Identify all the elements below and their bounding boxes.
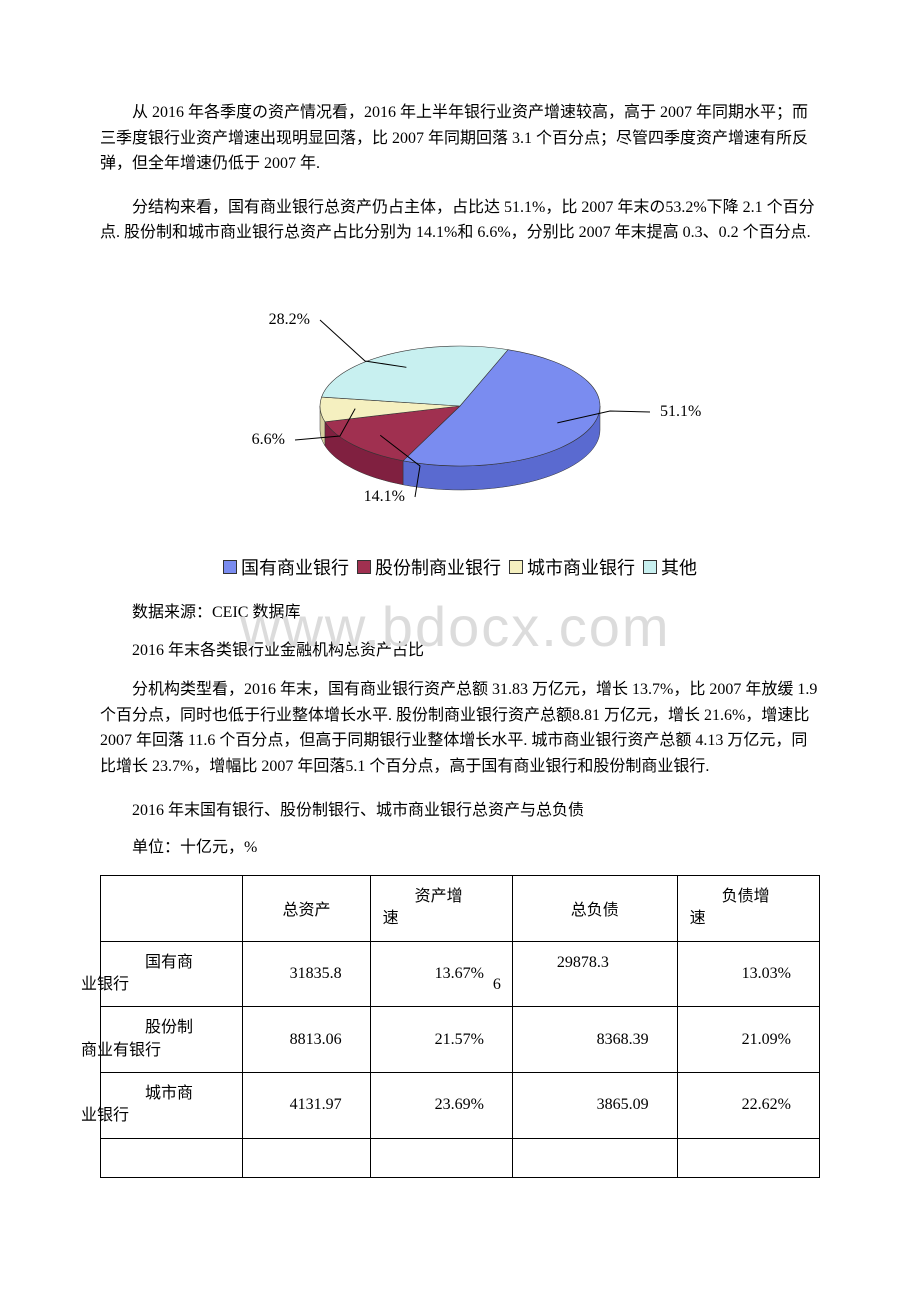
row-label: 股份制商业有银行 xyxy=(101,1007,243,1073)
cell-liab: 29878.36 xyxy=(512,941,677,1007)
cell-liab: 3865.09 xyxy=(512,1073,677,1139)
legend-swatch-3 xyxy=(643,560,657,574)
pie-chart: 51.1% 14.1% 6.6% 28.2% 国有商业银行 股份制商业银行 城市商业银… xyxy=(100,276,820,580)
table-row: 股份制商业有银行 8813.06 21.57% 8368.39 21.09% xyxy=(101,1007,820,1073)
svg-text:51.1%: 51.1% xyxy=(660,403,701,420)
legend-item-3: 其他 xyxy=(643,554,697,580)
paragraph-1: 从 2016 年各季度の资产情况看，2016 年上半年银行业资产增速较高，高于 … xyxy=(100,100,820,177)
th-assets-growth: 资产增速 xyxy=(370,875,512,941)
paragraph-3: 分机构类型看，2016 年末，国有商业银行资产总额 31.83 万亿元，增长 1… xyxy=(100,677,820,779)
cell-agrow: 23.69% xyxy=(370,1073,512,1139)
cell-assets: 31835.8 xyxy=(243,941,370,1007)
cell-assets: 8813.06 xyxy=(243,1007,370,1073)
row-label: 国有商业银行 xyxy=(101,941,243,1007)
svg-text:28.2%: 28.2% xyxy=(269,311,310,328)
table-row: 国有商业银行 31835.8 13.67% 29878.36 13.03% xyxy=(101,941,820,1007)
chart-title: 2016 年末各类银行业金融机构总资产占比 xyxy=(100,638,820,664)
table-row-empty xyxy=(101,1138,820,1177)
th-blank xyxy=(101,875,243,941)
paragraph-2: 分结构来看，国有商业银行总资产仍占主体，占比达 51.1%，比 2007 年末の… xyxy=(100,195,820,246)
th-assets: 总资产 xyxy=(243,875,370,941)
table-title: 2016 年末国有银行、股份制银行、城市商业银行总资产与总负债 xyxy=(100,798,820,824)
legend-label-2: 城市商业银行 xyxy=(527,554,635,580)
pie-chart-svg: 51.1% 14.1% 6.6% 28.2% xyxy=(200,276,720,536)
legend-label-1: 股份制商业银行 xyxy=(375,554,501,580)
cell-empty xyxy=(101,1138,243,1177)
cell-agrow: 13.67% xyxy=(370,941,512,1007)
pie-legend: 国有商业银行 股份制商业银行 城市商业银行 其他 xyxy=(223,554,697,580)
assets-table: 总资产 资产增速 总负债 负债增速 国有商业银行 31835.8 13.67% … xyxy=(100,875,820,1178)
svg-text:14.1%: 14.1% xyxy=(364,488,405,505)
cell-assets: 4131.97 xyxy=(243,1073,370,1139)
cell-liab: 8368.39 xyxy=(512,1007,677,1073)
cell-empty xyxy=(370,1138,512,1177)
table-row: 城市商业银行 4131.97 23.69% 3865.09 22.62% xyxy=(101,1073,820,1139)
table-header-row: 总资产 资产增速 总负债 负债增速 xyxy=(101,875,820,941)
th-liab-growth: 负债增速 xyxy=(677,875,819,941)
legend-swatch-0 xyxy=(223,560,237,574)
cell-agrow: 21.57% xyxy=(370,1007,512,1073)
legend-swatch-1 xyxy=(357,560,371,574)
cell-lgrow: 22.62% xyxy=(677,1073,819,1139)
cell-empty xyxy=(243,1138,370,1177)
data-source: 数据来源：CEIC 数据库 xyxy=(100,600,820,626)
cell-empty xyxy=(512,1138,677,1177)
cell-lgrow: 21.09% xyxy=(677,1007,819,1073)
legend-label-0: 国有商业银行 xyxy=(241,554,349,580)
legend-item-2: 城市商业银行 xyxy=(509,554,635,580)
legend-item-1: 股份制商业银行 xyxy=(357,554,501,580)
th-liab: 总负债 xyxy=(512,875,677,941)
row-label: 城市商业银行 xyxy=(101,1073,243,1139)
svg-text:6.6%: 6.6% xyxy=(252,431,285,448)
cell-lgrow: 13.03% xyxy=(677,941,819,1007)
legend-swatch-2 xyxy=(509,560,523,574)
legend-label-3: 其他 xyxy=(661,554,697,580)
legend-item-0: 国有商业银行 xyxy=(223,554,349,580)
cell-empty xyxy=(677,1138,819,1177)
unit-line: 单位：十亿元，% xyxy=(100,835,820,861)
